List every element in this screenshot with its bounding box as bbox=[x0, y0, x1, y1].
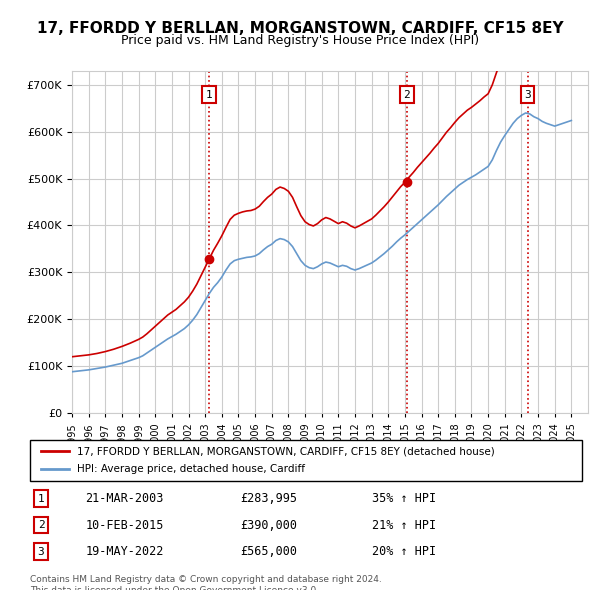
Text: 10-FEB-2015: 10-FEB-2015 bbox=[85, 519, 164, 532]
Text: 17, FFORDD Y BERLLAN, MORGANSTOWN, CARDIFF, CF15 8EY (detached house): 17, FFORDD Y BERLLAN, MORGANSTOWN, CARDI… bbox=[77, 446, 494, 456]
Text: 17, FFORDD Y BERLLAN, MORGANSTOWN, CARDIFF, CF15 8EY: 17, FFORDD Y BERLLAN, MORGANSTOWN, CARDI… bbox=[37, 21, 563, 35]
Text: 1: 1 bbox=[205, 90, 212, 100]
Text: 21% ↑ HPI: 21% ↑ HPI bbox=[372, 519, 436, 532]
Text: 3: 3 bbox=[38, 546, 44, 556]
Text: 2: 2 bbox=[38, 520, 44, 530]
Text: 3: 3 bbox=[524, 90, 531, 100]
Text: 35% ↑ HPI: 35% ↑ HPI bbox=[372, 492, 436, 505]
FancyBboxPatch shape bbox=[30, 440, 582, 481]
Text: 2: 2 bbox=[404, 90, 410, 100]
Text: 21-MAR-2003: 21-MAR-2003 bbox=[85, 492, 164, 505]
Text: £283,995: £283,995 bbox=[240, 492, 297, 505]
Text: Price paid vs. HM Land Registry's House Price Index (HPI): Price paid vs. HM Land Registry's House … bbox=[121, 34, 479, 47]
Text: 1: 1 bbox=[38, 494, 44, 504]
Text: £565,000: £565,000 bbox=[240, 545, 297, 558]
Text: 19-MAY-2022: 19-MAY-2022 bbox=[85, 545, 164, 558]
Text: £390,000: £390,000 bbox=[240, 519, 297, 532]
Text: 20% ↑ HPI: 20% ↑ HPI bbox=[372, 545, 436, 558]
Text: HPI: Average price, detached house, Cardiff: HPI: Average price, detached house, Card… bbox=[77, 464, 305, 474]
Text: Contains HM Land Registry data © Crown copyright and database right 2024.
This d: Contains HM Land Registry data © Crown c… bbox=[30, 575, 382, 590]
